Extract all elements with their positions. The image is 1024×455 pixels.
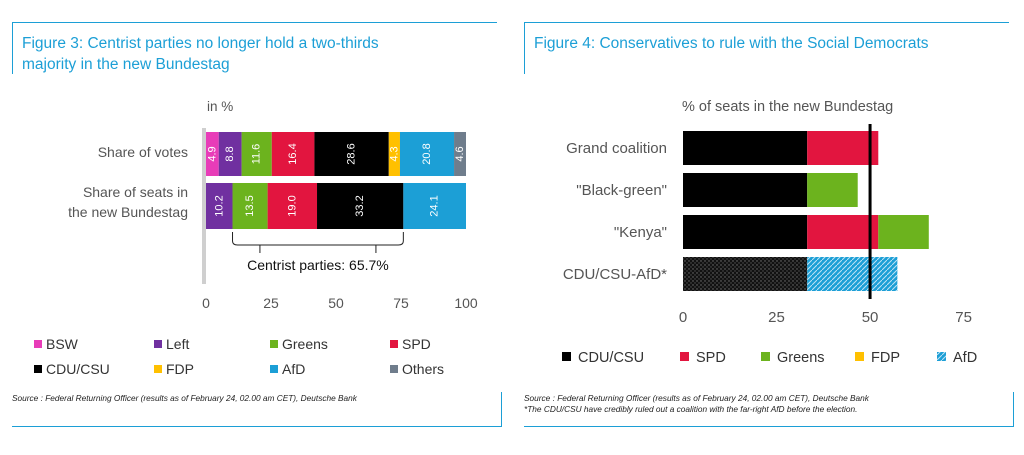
legend-label: SPD [402, 336, 431, 352]
figure-3-source: Source : Federal Returning Officer (resu… [12, 393, 357, 403]
legend-swatch [390, 365, 398, 373]
legend-label: BSW [46, 336, 79, 352]
legend-swatch [937, 352, 946, 361]
category-label: CDU/CSU-AfD* [563, 266, 667, 283]
legend-swatch [390, 340, 398, 348]
bar-segment [683, 215, 808, 249]
bar-segment [317, 183, 404, 229]
bar-segment [683, 131, 808, 165]
chart-subtitle: in % [207, 99, 233, 114]
category-label: "Kenya" [614, 224, 667, 241]
category-label: "Black-green" [576, 182, 667, 199]
legend-swatch [34, 365, 42, 373]
figure-3-footer: Source : Federal Returning Officer (resu… [12, 392, 502, 427]
legend-label: Greens [282, 336, 328, 352]
bar-segment [267, 183, 318, 229]
figure-3-panel: Figure 3: Centrist parties no longer hol… [12, 22, 502, 427]
legend-label: Left [166, 336, 189, 352]
legend-label: Greens [777, 350, 825, 366]
legend-swatch [680, 352, 689, 361]
legend-label: CDU/CSU [578, 350, 644, 366]
bar-value-label: 24.1 [429, 195, 441, 216]
bar-segment [271, 132, 315, 176]
bar-segment [807, 131, 879, 165]
figure-4-header: Figure 4: Conservatives to rule with the… [524, 22, 1009, 74]
bar-segment [807, 215, 879, 249]
category-label: Share of votes [98, 144, 188, 160]
figure-4-source: Source : Federal Returning Officer (resu… [524, 393, 869, 403]
figure-4-chart: % of seats in the new Bundestag Grand coa… [562, 99, 977, 366]
figure-4-panel: Figure 4: Conservatives to rule with the… [512, 0, 1024, 455]
bar-segment [314, 132, 389, 176]
y-axis-line [202, 128, 206, 284]
bar-segment [399, 132, 455, 176]
bar-segment [454, 132, 466, 176]
bar-value-label: 10.2 [213, 195, 225, 216]
bar-value-label: 4.9 [206, 146, 218, 161]
bar-segment [807, 173, 858, 207]
figure-3-header: Figure 3: Centrist parties no longer hol… [12, 22, 497, 74]
bar-value-label: 20.8 [421, 143, 433, 164]
bar-segment [878, 215, 929, 249]
x-tick-label: 25 [263, 295, 279, 311]
bar-value-label: 13.5 [244, 195, 256, 216]
legend-swatch [270, 340, 278, 348]
legend-swatch [270, 365, 278, 373]
figure-3-title: Figure 3: Centrist parties no longer hol… [22, 35, 379, 73]
legend-label: FDP [871, 350, 900, 366]
bar-value-label: 4.6 [454, 146, 466, 161]
bar-segment [241, 132, 272, 176]
x-tick-label: 75 [955, 309, 972, 326]
bar-segment [232, 183, 268, 229]
chart-subtitle: % of seats in the new Bundestag [682, 99, 893, 115]
x-tick-label: 50 [862, 309, 879, 326]
figure-4-footer: Source : Federal Returning Officer (resu… [524, 392, 1014, 427]
legend-swatch [154, 340, 162, 348]
legend-label: AfD [282, 361, 305, 377]
legend-swatch [562, 352, 571, 361]
legend-swatch [761, 352, 770, 361]
legend-swatch [154, 365, 162, 373]
annotation-bracket [232, 232, 404, 246]
bar-value-label: 11.6 [251, 144, 263, 165]
x-tick-label: 100 [454, 295, 478, 311]
annotation-bracket-tick [259, 245, 377, 253]
legend-label: FDP [166, 361, 194, 377]
x-tick-label: 25 [768, 309, 785, 326]
bar-segment [206, 132, 219, 176]
bar-segment [807, 257, 898, 291]
bar-segment [683, 257, 808, 291]
figure-4-note: *The CDU/CSU have credibly ruled out a c… [524, 404, 858, 414]
x-tick-label: 0 [679, 309, 687, 326]
bar-segment [388, 132, 400, 176]
category-label: Grand coalition [566, 140, 667, 157]
bar-segment [403, 183, 466, 229]
x-tick-label: 75 [393, 295, 409, 311]
bar-segment [206, 183, 233, 229]
figure-4-title: Figure 4: Conservatives to rule with the… [534, 35, 929, 52]
legend-swatch [855, 352, 864, 361]
figure-3-chart: in % Share of votes 4.9 8.8 11.6 16.4 28.6 4.3 2… [34, 99, 478, 377]
bar-value-label: 8.8 [224, 146, 236, 161]
bar-value-label: 28.6 [346, 143, 358, 164]
annotation-label: Centrist parties: 65.7% [247, 257, 389, 273]
x-tick-label: 0 [202, 295, 210, 311]
legend-label: CDU/CSU [46, 361, 110, 377]
legend-label: Others [402, 361, 444, 377]
bar-segment [218, 132, 242, 176]
x-tick-label: 50 [328, 295, 344, 311]
legend-label: SPD [696, 350, 726, 366]
category-label: Share of seats in the new Bundestag [68, 184, 188, 220]
bar-value-label: 16.4 [287, 143, 299, 164]
legend-swatch [34, 340, 42, 348]
bar-value-label: 33.2 [354, 195, 366, 216]
bar-value-label: 4.3 [388, 146, 400, 161]
bar-value-label: 19.0 [286, 195, 298, 216]
legend-label: AfD [953, 350, 977, 366]
bar-segment [683, 173, 808, 207]
